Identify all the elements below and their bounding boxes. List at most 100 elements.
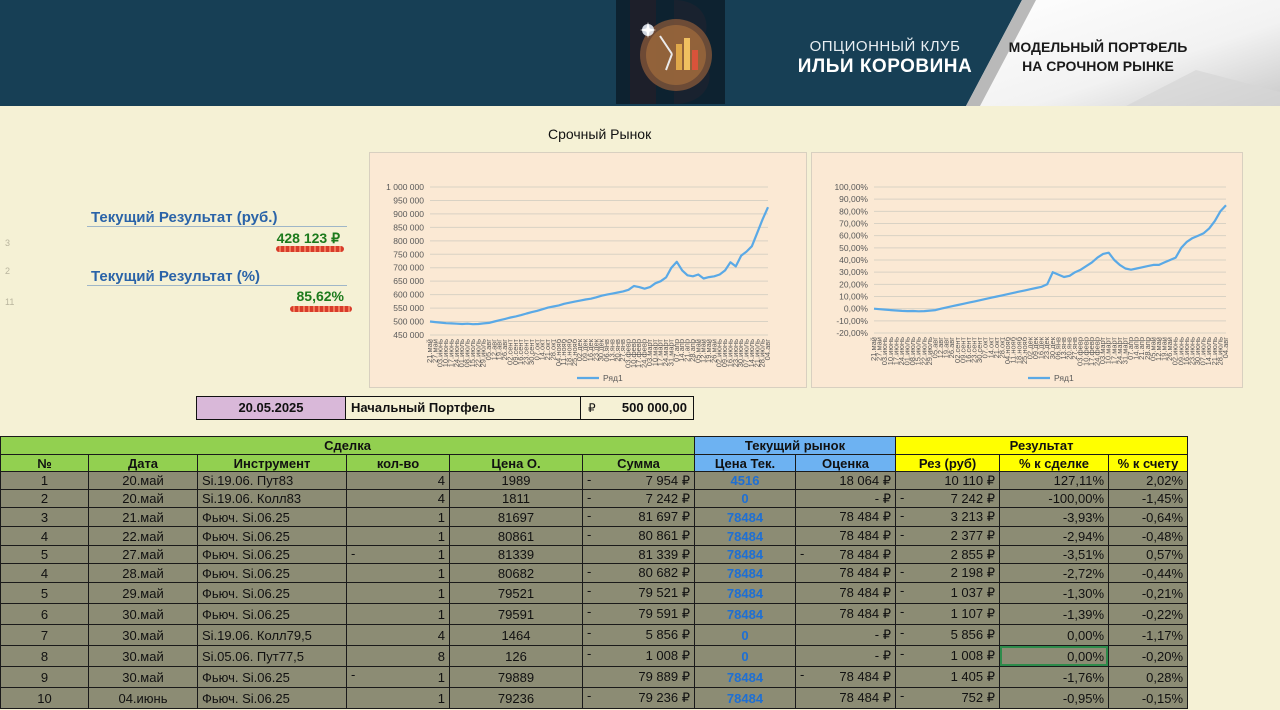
cell-date[interactable]: 29.май (88, 582, 198, 604)
cell-price[interactable]: 1464 (449, 624, 583, 646)
cell-valuation[interactable]: 78 484 ₽ (794, 687, 897, 709)
cell-cur-price[interactable]: 78484 (694, 687, 796, 709)
cell-pct-account[interactable]: -1,45% (1108, 489, 1189, 508)
cell-date[interactable]: 20.май (88, 489, 198, 508)
cell-num[interactable]: 10 (0, 687, 89, 709)
cell-num[interactable]: 9 (0, 666, 89, 688)
cell-pct-account[interactable]: -0,48% (1108, 526, 1189, 546)
table-row[interactable]: 7 30.май Si.19.06. Колл79,5 4 1464-5 856 ₽0-… (0, 624, 1189, 646)
cell-pct-account[interactable]: -0,64% (1108, 507, 1189, 527)
cell-res-rub[interactable]: 2 855 ₽ (895, 545, 1001, 564)
cell-sum[interactable]: - 79 591 ₽ (582, 603, 695, 625)
cell-cur-price[interactable]: 0 (694, 489, 796, 508)
cell-cur-price[interactable]: 0 (694, 645, 796, 667)
cell-sum[interactable]: - 80 861 ₽ (582, 526, 695, 546)
cell-pct-deal[interactable]: -3,51% (999, 545, 1110, 564)
cell-instrument[interactable]: Si.19.06. Колл79,5 (197, 624, 347, 646)
table-row[interactable]: 4 22.май Фьюч. Si.06.25 1 80861-80 861 ₽7848… (0, 526, 1189, 546)
table-row[interactable]: 5 29.май Фьюч. Si.06.25 1 79521-79 521 ₽7848… (0, 582, 1189, 604)
cell-res-rub[interactable]: - 7 242 ₽ (895, 489, 1001, 508)
cell-price[interactable]: 81339 (449, 545, 583, 564)
cell-sum[interactable]: - 1 008 ₽ (582, 645, 695, 667)
table-row[interactable]: 6 30.май Фьюч. Si.06.25 1 79591-79 591 ₽7848… (0, 603, 1189, 625)
cell-date[interactable]: 30.май (88, 603, 198, 625)
cell-pct-deal[interactable]: -100,00% (999, 489, 1110, 508)
cell-num[interactable]: 1 (0, 471, 89, 490)
cell-pct-account[interactable]: -0,22% (1108, 603, 1189, 625)
cell-sum[interactable]: - 5 856 ₽ (582, 624, 695, 646)
cell-price[interactable]: 1811 (449, 489, 583, 508)
cell-valuation[interactable]: 78 484 ₽ (794, 563, 897, 583)
cell-valuation[interactable]: - ₽ (794, 645, 897, 667)
cell-pct-deal[interactable]: 0,00% (999, 624, 1110, 646)
cell-instrument[interactable]: Фьюч. Si.06.25 (197, 563, 347, 583)
cell-num[interactable]: 7 (0, 624, 89, 646)
cell-date[interactable]: 28.май (88, 563, 198, 583)
table-row[interactable]: 4 28.май Фьюч. Si.06.25 1 80682-80 682 ₽7848… (0, 563, 1189, 583)
cell-instrument[interactable]: Фьюч. Si.06.25 (197, 507, 347, 527)
cell-pct-deal[interactable]: 127,11% (999, 471, 1110, 490)
cell-cur-price[interactable]: 78484 (694, 563, 796, 583)
cell-price[interactable]: 1989 (449, 471, 583, 490)
cell-cur-price[interactable]: 78484 (694, 582, 796, 604)
cell-pct-deal[interactable]: -0,95% (999, 687, 1110, 709)
cell-qty[interactable]: 4 (346, 624, 450, 646)
cell-sum[interactable]: - 80 682 ₽ (582, 563, 695, 583)
cell-date[interactable]: 30.май (88, 624, 198, 646)
cell-cur-price[interactable]: 78484 (694, 526, 796, 546)
cell-res-rub[interactable]: 1 405 ₽ (895, 666, 1001, 688)
cell-price[interactable]: 126 (449, 645, 583, 667)
cell-instrument[interactable]: Фьюч. Si.06.25 (197, 603, 347, 625)
cell-sum[interactable]: - 81 697 ₽ (582, 507, 695, 527)
cell-num[interactable]: 4 (0, 563, 89, 583)
cell-num[interactable]: 5 (0, 545, 89, 564)
cell-instrument[interactable]: Si.19.06. Колл83 (197, 489, 347, 508)
cell-instrument[interactable]: Фьюч. Si.06.25 (197, 687, 347, 709)
cell-num[interactable]: 8 (0, 645, 89, 667)
cell-qty[interactable]: 1 (346, 526, 450, 546)
cell-qty[interactable]: 4 (346, 471, 450, 490)
cell-qty[interactable]: -1 (346, 666, 450, 688)
cell-qty[interactable]: 8 (346, 645, 450, 667)
cell-pct-deal[interactable]: -1,76% (999, 666, 1110, 688)
cell-date[interactable]: 21.май (88, 507, 198, 527)
cell-valuation[interactable]: 78 484 ₽ (794, 582, 897, 604)
cell-sum[interactable]: 79 889 ₽ (582, 666, 695, 688)
cell-res-rub[interactable]: - 1 107 ₽ (895, 603, 1001, 625)
cell-valuation[interactable]: 78 484 ₽ (794, 603, 897, 625)
cell-instrument[interactable]: Si.19.06. Пут83 (197, 471, 347, 490)
cell-pct-deal[interactable]: -2,72% (999, 563, 1110, 583)
cell-pct-account[interactable]: 0,28% (1108, 666, 1189, 688)
cell-pct-deal[interactable]: -1,39% (999, 603, 1110, 625)
table-row[interactable]: 1 20.май Si.19.06. Пут83 4 1989- 7 954 ₽4516 1… (0, 471, 1189, 490)
cell-cur-price[interactable]: 4516 (694, 471, 796, 490)
cell-res-rub[interactable]: - 2 198 ₽ (895, 563, 1001, 583)
cell-valuation[interactable]: 18 064 ₽ (794, 471, 897, 490)
cell-pct-account[interactable]: 0,57% (1108, 545, 1189, 564)
cell-num[interactable]: 3 (0, 507, 89, 527)
table-row[interactable]: 8 30.май Si.05.06. Пут77,5 8 126-1 008 ₽0- ₽… (0, 645, 1189, 667)
cell-qty[interactable]: 1 (346, 563, 450, 583)
cell-cur-price[interactable]: 78484 (694, 507, 796, 527)
cell-qty[interactable]: -1 (346, 545, 450, 564)
cell-pct-account[interactable]: -1,17% (1108, 624, 1189, 646)
cell-res-rub[interactable]: - 1 008 ₽ (895, 645, 1001, 667)
cell-date[interactable]: 30.май (88, 666, 198, 688)
cell-sum[interactable]: - 7 954 ₽ (582, 471, 695, 490)
cell-valuation[interactable]: - ₽ (794, 489, 897, 508)
cell-instrument[interactable]: Фьюч. Si.06.25 (197, 526, 347, 546)
cell-date[interactable]: 22.май (88, 526, 198, 546)
cell-valuation[interactable]: - 78 484 ₽ (794, 666, 897, 688)
cell-price[interactable]: 79889 (449, 666, 583, 688)
cell-valuation[interactable]: - ₽ (794, 624, 897, 646)
cell-qty[interactable]: 4 (346, 489, 450, 508)
cell-instrument[interactable]: Фьюч. Si.06.25 (197, 582, 347, 604)
cell-pct-deal[interactable]: -3,93% (999, 507, 1110, 527)
cell-res-rub[interactable]: - 1 037 ₽ (895, 582, 1001, 604)
cell-pct-deal[interactable]: 0,00% (999, 645, 1110, 667)
cell-pct-account[interactable]: -0,21% (1108, 582, 1189, 604)
cell-res-rub[interactable]: - 2 377 ₽ (895, 526, 1001, 546)
cell-cur-price[interactable]: 0 (694, 624, 796, 646)
cell-date[interactable]: 30.май (88, 645, 198, 667)
table-row[interactable]: 5 27.май Фьюч. Si.06.25-1 81339 81 339 ₽7848… (0, 545, 1189, 564)
